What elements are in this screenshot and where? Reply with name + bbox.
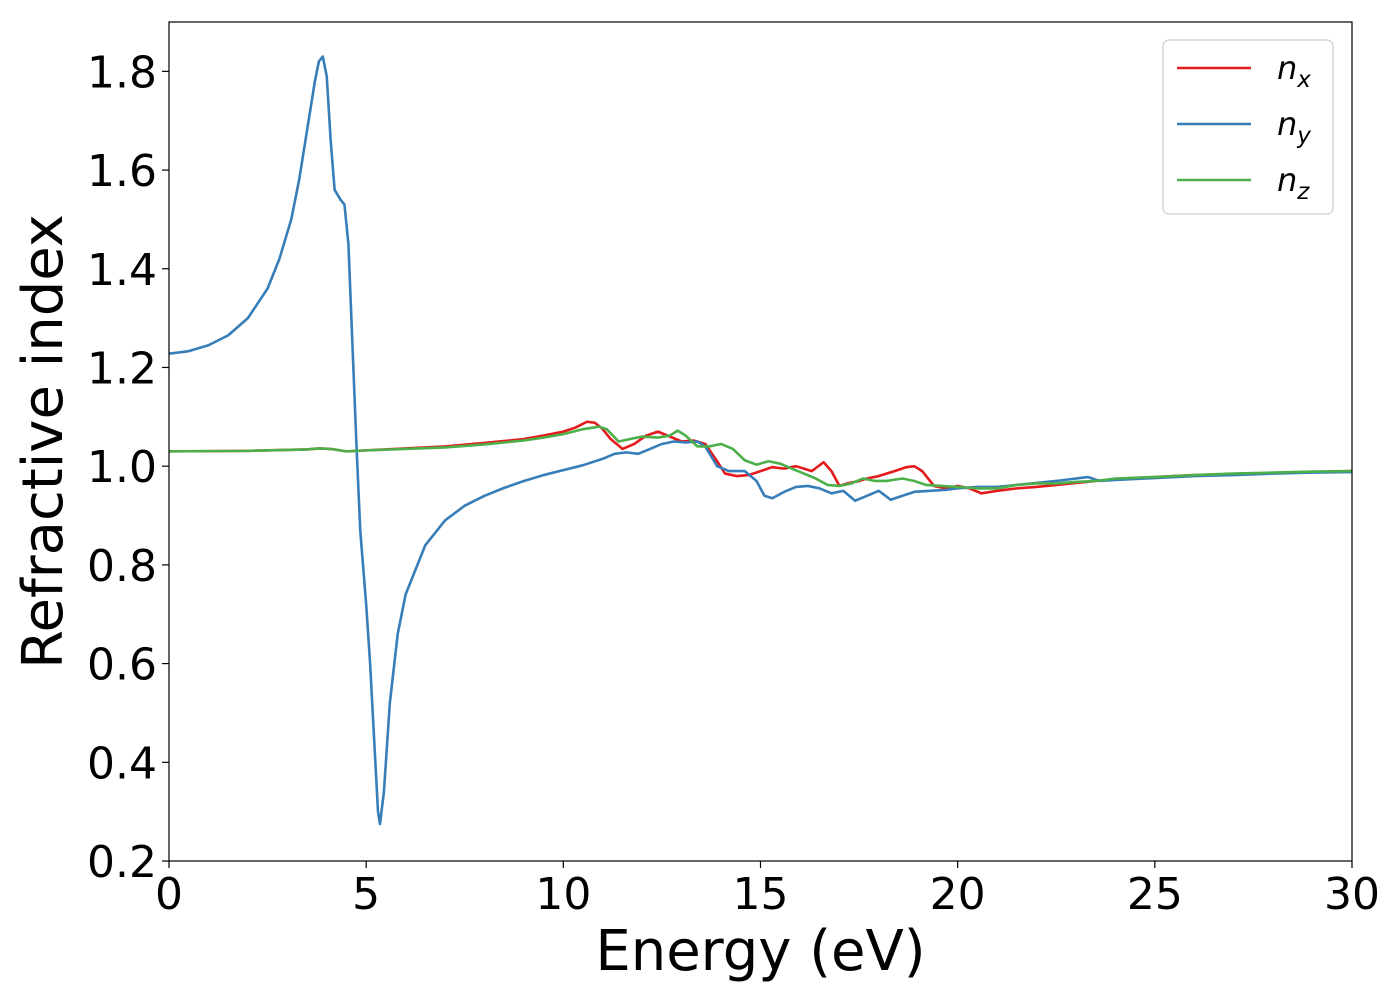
- legend-label: nx: [1277, 49, 1311, 93]
- y-tick-label: 1.0: [87, 442, 157, 493]
- legend-item-x: nx: [1177, 49, 1311, 93]
- axis-ticks: 0 5 10 15 20 25 30 0.2 0.4 0.6 0.8 1.0 1.2 1.4 1.6 1.8: [87, 47, 1380, 920]
- legend-label: nz: [1277, 161, 1310, 205]
- legend-item-z: nz: [1177, 161, 1310, 205]
- x-tick-label: 25: [1127, 869, 1183, 920]
- x-tick-label: 0: [155, 869, 183, 920]
- y-axis-title: Refractive index: [11, 214, 76, 669]
- legend-label: ny: [1277, 105, 1311, 149]
- y-tick-label: 1.2: [87, 343, 157, 394]
- y-tick-label: 0.2: [87, 837, 157, 888]
- x-tick-label: 10: [535, 869, 591, 920]
- x-axis-title: Energy (eV): [595, 919, 925, 984]
- y-tick-label: 1.6: [87, 146, 157, 197]
- y-tick-label: 0.8: [87, 541, 157, 592]
- y-tick-label: 1.4: [87, 245, 157, 296]
- x-tick-label: 15: [733, 869, 789, 920]
- legend-item-y: ny: [1177, 105, 1311, 149]
- y-tick-label: 0.4: [87, 738, 157, 789]
- x-tick-label: 30: [1324, 869, 1380, 920]
- x-tick-label: 5: [352, 869, 380, 920]
- y-tick-label: 1.8: [87, 47, 157, 98]
- y-tick-label: 0.6: [87, 640, 157, 691]
- legend-box: [1162, 39, 1334, 215]
- x-tick-label: 20: [930, 869, 986, 920]
- series-line-x: [169, 420, 1352, 495]
- legend: nx ny nz: [1162, 39, 1334, 215]
- series-lines: [169, 55, 1352, 826]
- series-line-z: [169, 425, 1352, 490]
